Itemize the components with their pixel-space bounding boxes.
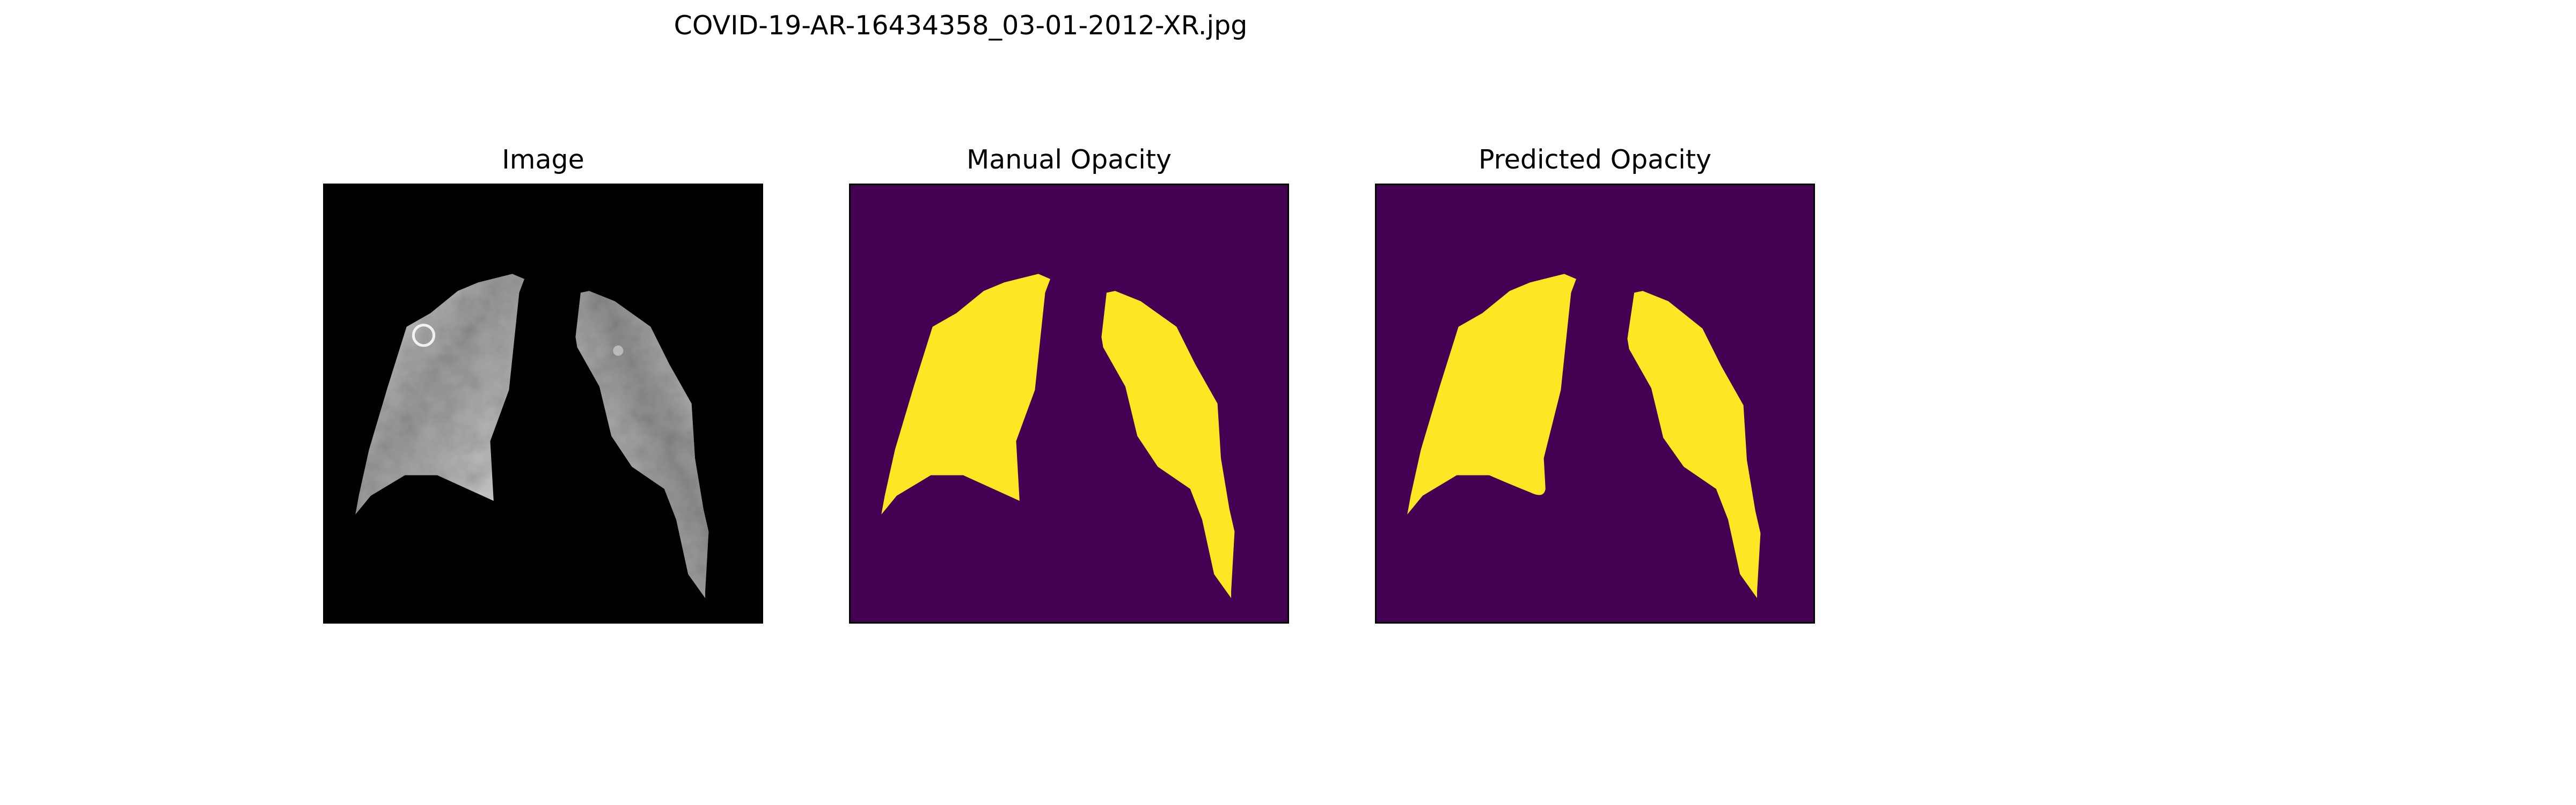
manual-opacity-panel bbox=[849, 184, 1289, 624]
panel-title-image: Image bbox=[502, 144, 584, 175]
xray-image bbox=[325, 185, 762, 622]
figure-title: COVID-19-AR-16434358_03-01-2012-XR.jpg bbox=[674, 10, 1248, 41]
manual-opacity-mask bbox=[851, 185, 1287, 622]
predicted-opacity-mask bbox=[1377, 185, 1813, 622]
xray-image-panel bbox=[323, 184, 763, 624]
panel-title-predicted-opacity: Predicted Opacity bbox=[1478, 144, 1712, 175]
right-lung-region bbox=[575, 291, 709, 598]
predicted-opacity-panel bbox=[1375, 184, 1815, 624]
predicted-left-lung-mask bbox=[1407, 274, 1577, 515]
manual-right-lung-mask bbox=[1101, 291, 1235, 598]
panel-title-manual-opacity: Manual Opacity bbox=[966, 144, 1172, 175]
predicted-right-lung-mask bbox=[1627, 291, 1761, 598]
manual-left-lung-mask bbox=[881, 274, 1051, 515]
left-lung-region bbox=[355, 274, 525, 515]
